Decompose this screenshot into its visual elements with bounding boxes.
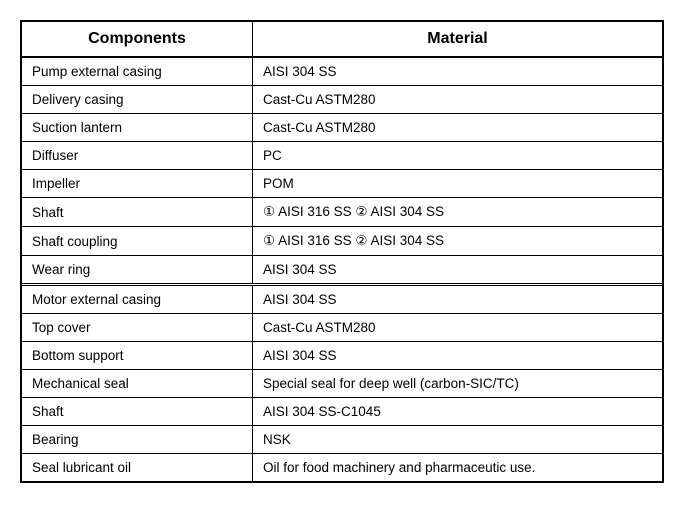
table-row: Suction lanternCast-Cu ASTM280 bbox=[22, 114, 662, 142]
table-row: Mechanical sealSpecial seal for deep wel… bbox=[22, 370, 662, 398]
cell-material: AISI 304 SS bbox=[253, 57, 663, 86]
table-row: Top coverCast-Cu ASTM280 bbox=[22, 314, 662, 342]
cell-component: Shaft bbox=[22, 398, 253, 426]
cell-component: Suction lantern bbox=[22, 114, 253, 142]
cell-material: Cast-Cu ASTM280 bbox=[253, 314, 663, 342]
table-body: Pump external casingAISI 304 SSDelivery … bbox=[22, 57, 662, 481]
table-row: Shaft① AISI 316 SS ② AISI 304 SS bbox=[22, 198, 662, 227]
cell-component: Motor external casing bbox=[22, 285, 253, 314]
table-row: Bottom supportAISI 304 SS bbox=[22, 342, 662, 370]
header-components: Components bbox=[22, 22, 253, 57]
materials-table: Components Material Pump external casing… bbox=[22, 22, 662, 481]
cell-material: Oil for food machinery and pharmaceutic … bbox=[253, 454, 663, 482]
cell-component: Bottom support bbox=[22, 342, 253, 370]
table-row: Motor external casingAISI 304 SS bbox=[22, 285, 662, 314]
table-row: ShaftAISI 304 SS-C1045 bbox=[22, 398, 662, 426]
cell-material: AISI 304 SS bbox=[253, 285, 663, 314]
cell-component: Mechanical seal bbox=[22, 370, 253, 398]
cell-component: Shaft coupling bbox=[22, 227, 253, 256]
cell-material: AISI 304 SS bbox=[253, 342, 663, 370]
cell-material: POM bbox=[253, 170, 663, 198]
table-header: Components Material bbox=[22, 22, 662, 57]
table-row: Pump external casingAISI 304 SS bbox=[22, 57, 662, 86]
table-row: Seal lubricant oilOil for food machinery… bbox=[22, 454, 662, 482]
table-row: Wear ringAISI 304 SS bbox=[22, 256, 662, 285]
cell-component: Delivery casing bbox=[22, 86, 253, 114]
table-row: DiffuserPC bbox=[22, 142, 662, 170]
cell-material: PC bbox=[253, 142, 663, 170]
cell-material: Cast-Cu ASTM280 bbox=[253, 86, 663, 114]
cell-component: Bearing bbox=[22, 426, 253, 454]
cell-component: Seal lubricant oil bbox=[22, 454, 253, 482]
cell-component: Top cover bbox=[22, 314, 253, 342]
table-row: Shaft coupling① AISI 316 SS ② AISI 304 S… bbox=[22, 227, 662, 256]
table-row: ImpellerPOM bbox=[22, 170, 662, 198]
cell-component: Wear ring bbox=[22, 256, 253, 285]
cell-material: Cast-Cu ASTM280 bbox=[253, 114, 663, 142]
cell-component: Shaft bbox=[22, 198, 253, 227]
table-row: BearingNSK bbox=[22, 426, 662, 454]
header-material: Material bbox=[253, 22, 663, 57]
cell-material: AISI 304 SS-C1045 bbox=[253, 398, 663, 426]
cell-material: NSK bbox=[253, 426, 663, 454]
cell-material: ① AISI 316 SS ② AISI 304 SS bbox=[253, 227, 663, 256]
materials-table-container: Components Material Pump external casing… bbox=[20, 20, 664, 483]
cell-component: Pump external casing bbox=[22, 57, 253, 86]
table-row: Delivery casingCast-Cu ASTM280 bbox=[22, 86, 662, 114]
cell-component: Diffuser bbox=[22, 142, 253, 170]
cell-material: Special seal for deep well (carbon-SIC/T… bbox=[253, 370, 663, 398]
cell-material: ① AISI 316 SS ② AISI 304 SS bbox=[253, 198, 663, 227]
cell-material: AISI 304 SS bbox=[253, 256, 663, 285]
cell-component: Impeller bbox=[22, 170, 253, 198]
